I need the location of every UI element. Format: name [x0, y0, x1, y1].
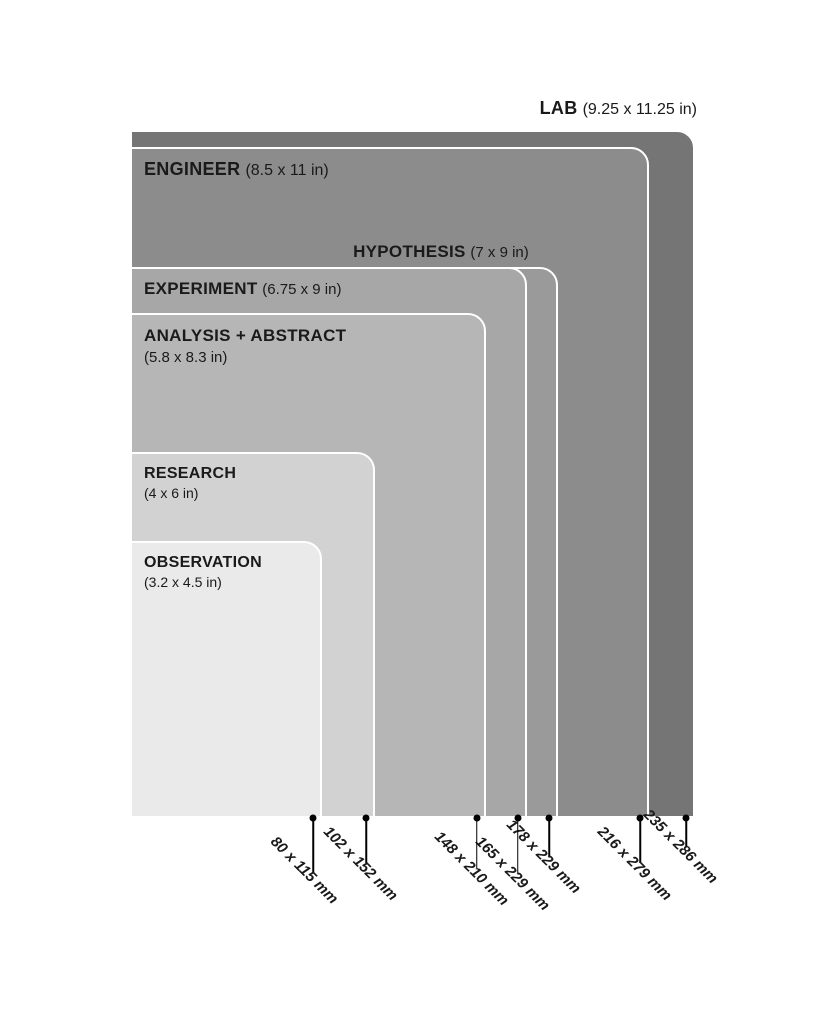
size-label-observation: OBSERVATION (3.2 x 4.5 in) — [144, 553, 262, 593]
size-dim-inches: (4 x 6 in) — [144, 485, 198, 501]
size-name: RESEARCH — [144, 465, 236, 482]
size-label-research: RESEARCH (4 x 6 in) — [144, 464, 236, 504]
size-name: LAB — [540, 98, 578, 118]
size-name: ANALYSIS + ABSTRACT — [144, 326, 346, 345]
size-name: HYPOTHESIS — [353, 242, 466, 261]
size-name: ENGINEER — [144, 159, 240, 179]
callout-hypothesis: 178 x 229 mm — [548, 818, 550, 856]
callout-line — [517, 818, 519, 873]
callout-line — [313, 818, 315, 873]
callout-line — [476, 818, 478, 868]
callout-dot — [473, 815, 480, 822]
size-dim-inches: (6.75 x 9 in) — [262, 281, 341, 298]
size-label-engineer: ENGINEER (8.5 x 11 in) — [144, 159, 329, 180]
callout-dot — [683, 815, 690, 822]
size-diagram: LAB (9.25 x 11.25 in)235 x 286 mmENGINEE… — [130, 130, 695, 818]
size-label-analysis: ANALYSIS + ABSTRACT (5.8 x 8.3 in) — [144, 325, 346, 368]
callout-dot — [514, 815, 521, 822]
size-label-hypothesis: HYPOTHESIS (7 x 9 in) — [353, 242, 529, 262]
size-dim-inches: (9.25 x 11.25 in) — [583, 101, 697, 118]
size-label-experiment: EXPERIMENT (6.75 x 9 in) — [144, 279, 341, 299]
size-dim-inches: (8.5 x 11 in) — [245, 162, 328, 179]
callout-lab: 235 x 286 mm — [685, 818, 687, 846]
callout-observation: 80 x 115 mm — [312, 818, 314, 873]
size-dim-inches: (3.2 x 4.5 in) — [144, 574, 222, 590]
size-dim-inches: (7 x 9 in) — [470, 244, 528, 261]
callout-experiment: 165 x 229 mm — [517, 818, 519, 873]
size-label-lab: LAB (9.25 x 11.25 in) — [540, 98, 697, 119]
size-name: EXPERIMENT — [144, 279, 258, 298]
callout-analysis: 148 x 210 mm — [476, 818, 478, 868]
callout-dot — [546, 815, 553, 822]
size-dim-inches: (5.8 x 8.3 in) — [144, 349, 227, 366]
size-name: OBSERVATION — [144, 554, 262, 571]
callout-dot — [637, 815, 644, 822]
callout-engineer: 216 x 279 mm — [639, 818, 641, 863]
callout-research: 102 x 152 mm — [365, 818, 367, 863]
callout-dot — [363, 815, 370, 822]
callout-dot — [310, 815, 317, 822]
